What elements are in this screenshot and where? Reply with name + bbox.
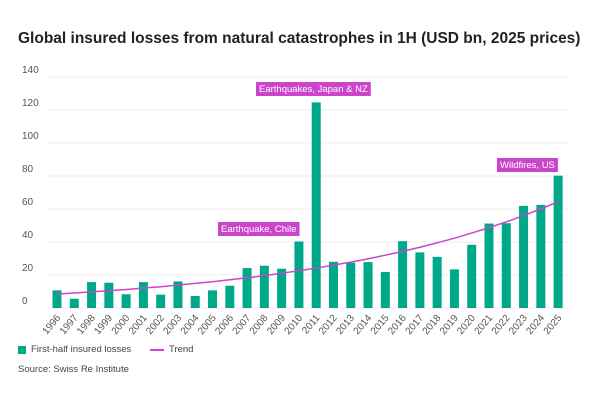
- bar-2025: [553, 175, 563, 308]
- bar-2006: [225, 285, 235, 308]
- bar-2023: [519, 205, 529, 308]
- bar-2011: [311, 102, 321, 308]
- x-tick-label: 1998: [75, 313, 98, 337]
- x-tick-label: 1996: [41, 313, 64, 337]
- source-note: Source: Swiss Re Institute: [18, 364, 129, 375]
- x-tick-label: 2021: [473, 313, 496, 337]
- bar-2017: [415, 252, 425, 308]
- bar-2019: [449, 269, 459, 308]
- x-tick-label: 2015: [369, 313, 392, 337]
- annotation-box: [218, 222, 300, 236]
- legend-item-trend: Trend: [150, 344, 193, 355]
- legend-label-trend: Trend: [169, 344, 194, 355]
- y-tick-label: 40: [22, 230, 34, 241]
- x-tick-label: 2017: [403, 313, 426, 337]
- legend-swatch-trend: [150, 348, 164, 351]
- x-tick-label: 2000: [110, 313, 133, 337]
- annotation-label: Earthquake, Chile: [218, 222, 300, 236]
- x-tick-label: 2004: [179, 313, 202, 337]
- bar-2021: [484, 223, 494, 308]
- bar-2010: [294, 241, 304, 308]
- bar-2005: [208, 290, 218, 308]
- bar-1997: [69, 298, 79, 308]
- annotation-text: Wildfires, US: [500, 160, 555, 171]
- x-tick-label: 2018: [421, 313, 444, 337]
- bar-1998: [87, 282, 97, 308]
- bar-2000: [121, 294, 131, 308]
- annotation-box: [497, 158, 558, 172]
- x-tick-label: 2002: [144, 313, 167, 337]
- bar-2012: [328, 261, 338, 308]
- bar-2003: [173, 281, 183, 308]
- annotation-label: Wildfires, US: [497, 158, 558, 172]
- x-tick-label: 1997: [58, 313, 81, 337]
- trend-line: [56, 201, 559, 295]
- bar-2013: [346, 262, 356, 308]
- x-tick-label: 2014: [352, 313, 375, 337]
- x-tick-label: 2016: [386, 313, 409, 337]
- bar-2020: [467, 244, 477, 308]
- legend-label-bars: First-half insured losses: [31, 344, 132, 355]
- x-tick-label: 2012: [317, 313, 340, 337]
- x-tick-label: 2020: [455, 313, 478, 337]
- annotation-label: Earthquakes, Japan & NZ: [256, 82, 371, 96]
- bar-1999: [104, 282, 114, 308]
- y-tick-label: 60: [22, 197, 34, 208]
- y-tick-label: 100: [22, 131, 39, 142]
- x-tick-label: 2023: [507, 313, 530, 337]
- x-tick-label: 2003: [162, 313, 185, 337]
- bar-2002: [156, 294, 166, 308]
- annotation-text: Earthquakes, Japan & NZ: [259, 84, 368, 95]
- annotation-text: Earthquake, Chile: [221, 224, 297, 235]
- x-tick-label: 2007: [231, 313, 254, 337]
- x-tick-label: 2022: [490, 313, 513, 337]
- x-tick-label: 2001: [127, 313, 150, 337]
- bar-2014: [363, 262, 373, 308]
- bar-2007: [242, 268, 252, 308]
- chart-title: Global insured losses from natural catas…: [18, 30, 581, 47]
- y-tick-label: 80: [22, 164, 34, 175]
- y-tick-label: 140: [22, 65, 39, 76]
- annotation-box: [256, 82, 371, 96]
- bar-2018: [432, 256, 442, 308]
- legend-item-bars: First-half insured losses: [18, 344, 131, 355]
- bar-2004: [190, 295, 200, 308]
- y-tick-label: 120: [22, 98, 39, 109]
- x-tick-label: 2025: [542, 313, 565, 337]
- bar-2022: [501, 223, 511, 308]
- bar-1996: [52, 290, 62, 308]
- x-tick-label: 2008: [248, 313, 271, 337]
- x-tick-label: 2013: [334, 313, 357, 337]
- bar-2024: [536, 204, 546, 308]
- bar-2015: [380, 272, 390, 308]
- y-tick-label: 0: [22, 296, 28, 307]
- x-tick-label: 2019: [438, 313, 461, 337]
- x-tick-label: 2024: [524, 313, 547, 337]
- legend-swatch-bar: [18, 345, 26, 354]
- y-tick-label: 20: [22, 263, 34, 274]
- bar-2009: [277, 268, 287, 308]
- x-tick-label: 2005: [196, 313, 219, 337]
- bar-2001: [138, 282, 148, 308]
- x-tick-label: 2006: [213, 313, 236, 337]
- x-tick-label: 2009: [265, 313, 288, 337]
- bar-2008: [259, 265, 269, 308]
- x-tick-label: 2010: [282, 313, 305, 337]
- bar-2016: [398, 241, 408, 308]
- x-tick-label: 1999: [92, 313, 115, 337]
